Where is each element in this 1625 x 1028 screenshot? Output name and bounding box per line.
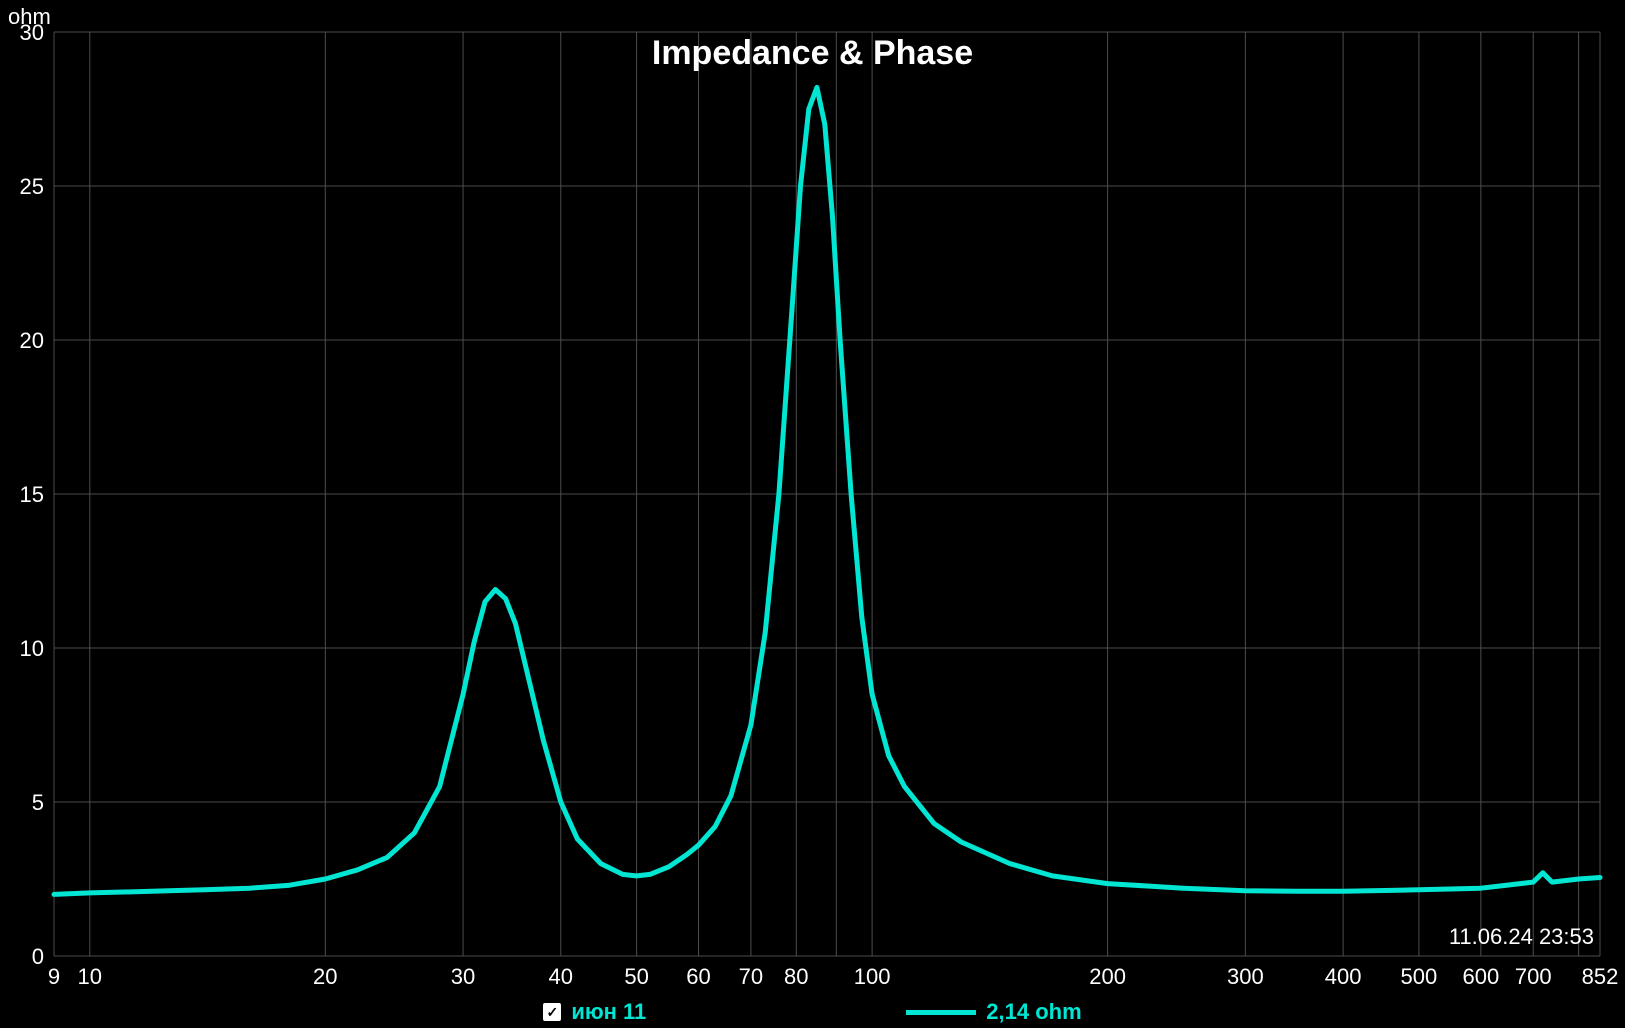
chart-svg: 0510152025309102030405060708010020030040… <box>0 0 1625 1028</box>
svg-text:30: 30 <box>451 964 475 989</box>
svg-text:852: 852 <box>1582 964 1619 989</box>
svg-text:40: 40 <box>549 964 573 989</box>
legend-item-series[interactable]: ✓ июн 11 <box>543 999 646 1025</box>
svg-text:5: 5 <box>32 790 44 815</box>
svg-text:20: 20 <box>313 964 337 989</box>
chart-legend: ✓ июн 11 2,14 ohm <box>0 999 1625 1025</box>
legend-line-swatch <box>906 1010 976 1015</box>
legend-item-value: 2,14 ohm <box>906 999 1081 1025</box>
svg-text:100: 100 <box>854 964 891 989</box>
svg-text:10: 10 <box>78 964 102 989</box>
svg-text:80: 80 <box>784 964 808 989</box>
svg-text:200: 200 <box>1089 964 1126 989</box>
svg-text:70: 70 <box>739 964 763 989</box>
svg-text:50: 50 <box>624 964 648 989</box>
svg-text:700: 700 <box>1515 964 1552 989</box>
chart-title: Impedance & Phase <box>0 34 1625 73</box>
legend-checkbox-icon[interactable]: ✓ <box>543 1003 561 1021</box>
svg-text:60: 60 <box>686 964 710 989</box>
svg-text:500: 500 <box>1401 964 1438 989</box>
chart-timestamp: 11.06.24 23:53 <box>1449 924 1594 950</box>
svg-text:300: 300 <box>1227 964 1264 989</box>
svg-text:9: 9 <box>48 964 60 989</box>
svg-text:600: 600 <box>1463 964 1500 989</box>
y-axis-unit: ohm <box>8 4 51 30</box>
impedance-chart: 0510152025309102030405060708010020030040… <box>0 0 1625 1028</box>
svg-text:10: 10 <box>20 636 44 661</box>
svg-text:15: 15 <box>20 482 44 507</box>
svg-text:400: 400 <box>1325 964 1362 989</box>
svg-text:0: 0 <box>32 944 44 969</box>
svg-text:20: 20 <box>20 328 44 353</box>
legend-value-label: 2,14 ohm <box>986 999 1081 1025</box>
svg-text:25: 25 <box>20 174 44 199</box>
legend-date-label: июн 11 <box>571 999 646 1025</box>
